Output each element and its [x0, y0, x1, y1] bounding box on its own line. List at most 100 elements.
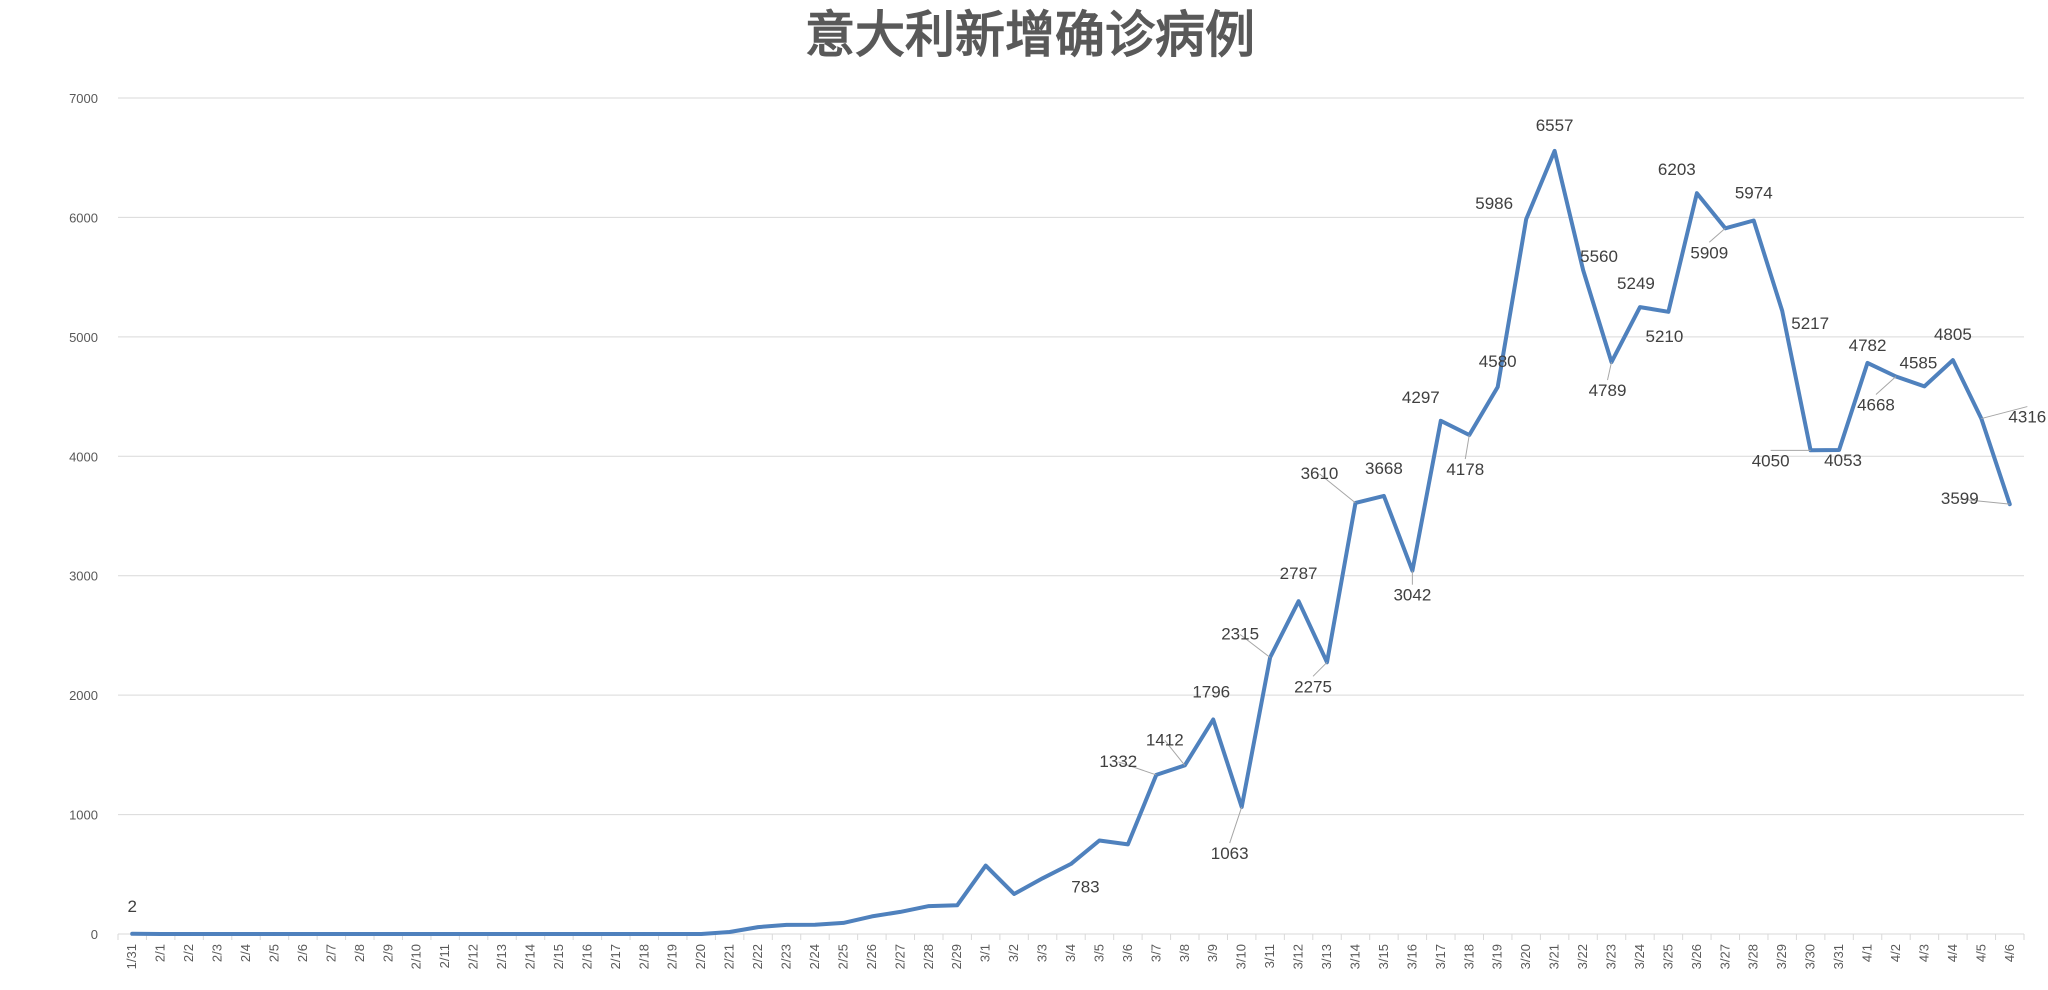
x-tick-label: 2/22 [750, 944, 765, 969]
data-point [870, 914, 874, 918]
x-tick-label: 2/4 [238, 944, 253, 962]
x-tick-label: 2/24 [807, 944, 822, 969]
data-label: 3599 [1941, 489, 1979, 508]
x-tick-label: 3/15 [1376, 944, 1391, 969]
y-tick-label: 4000 [69, 449, 98, 464]
data-label: 4297 [1402, 388, 1440, 407]
x-tick-label: 2/23 [779, 944, 794, 969]
x-tick-label: 3/28 [1746, 944, 1761, 969]
x-tick-label: 3/11 [1262, 944, 1277, 968]
label-leader-line [1708, 227, 1726, 243]
x-tick-label: 3/17 [1433, 944, 1448, 969]
x-tick-label: 2/18 [636, 944, 651, 969]
data-label: 5986 [1475, 194, 1513, 213]
x-tick-label: 3/22 [1575, 944, 1590, 969]
data-point [1126, 842, 1130, 846]
data-point [1837, 448, 1841, 452]
x-tick-label: 3/29 [1774, 944, 1789, 969]
label-leader-line [1118, 761, 1157, 776]
x-tick-label: 2/7 [323, 944, 338, 962]
x-tick-label: 2/11 [437, 944, 452, 968]
x-tick-label: 3/6 [1120, 944, 1135, 962]
x-tick-label: 4/4 [1945, 944, 1960, 962]
data-label: 1796 [1192, 683, 1230, 702]
data-label: 1412 [1146, 730, 1184, 749]
x-tick-label: 4/2 [1888, 944, 1903, 962]
data-point [500, 932, 504, 936]
y-tick-label: 1000 [69, 808, 98, 823]
data-point [1041, 876, 1045, 880]
data-point [728, 930, 732, 934]
data-point [984, 864, 988, 868]
data-label: 4668 [1857, 396, 1895, 415]
data-point [927, 904, 931, 908]
data-point [1439, 419, 1443, 423]
x-tick-label: 3/26 [1689, 944, 1704, 969]
label-leader-line [1959, 498, 2010, 505]
label-leader-line [1875, 376, 1897, 395]
data-point [1752, 219, 1756, 223]
data-point [557, 932, 561, 936]
chart-title: 意大利新增确诊病例 [805, 6, 1255, 64]
label-leader-line [1981, 406, 2028, 420]
data-point [756, 925, 760, 929]
x-tick-label: 2/19 [665, 944, 680, 969]
data-label: 5974 [1735, 184, 1773, 203]
data-point [1524, 217, 1528, 221]
data-label: 5210 [1645, 327, 1683, 346]
x-tick-label: 2/16 [579, 944, 594, 969]
data-label: 4805 [1934, 325, 1972, 344]
x-tick-label: 2/17 [608, 944, 623, 969]
y-tick-label: 7000 [69, 91, 98, 106]
x-tick-label: 3/20 [1518, 944, 1533, 969]
data-point [898, 910, 902, 914]
x-tick-label: 2/9 [380, 944, 395, 962]
label-leader-line [1229, 806, 1243, 844]
data-point [642, 932, 646, 936]
label-leader-line [1319, 473, 1356, 504]
x-tick-label: 4/5 [1973, 944, 1988, 962]
data-point [785, 923, 789, 927]
y-axis-ticks: 0 1000 2000 3000 4000 5000 6000 7000 [69, 91, 98, 942]
data-point [841, 921, 845, 925]
data-label: 4789 [1589, 381, 1627, 400]
data-label: 4053 [1824, 451, 1862, 470]
data-point [358, 932, 362, 936]
x-tick-label: 4/1 [1860, 944, 1875, 962]
data-label: 4580 [1479, 352, 1517, 371]
data-point [159, 932, 163, 936]
x-tick-label: 2/3 [210, 944, 225, 962]
data-point [244, 932, 248, 936]
x-tick-label: 2/8 [352, 944, 367, 962]
data-label: 4050 [1752, 451, 1790, 470]
data-point [329, 932, 333, 936]
x-tick-label: 2/10 [409, 944, 424, 969]
x-tick-label: 4/3 [1916, 944, 1931, 962]
data-point [955, 903, 959, 907]
label-leader-line [1164, 740, 1186, 766]
data-point [699, 932, 703, 936]
data-point [585, 932, 589, 936]
data-point [1922, 384, 1926, 388]
x-tick-label: 2/21 [722, 944, 737, 969]
data-point [187, 932, 191, 936]
label-leader-line [1239, 634, 1271, 658]
data-label: 5560 [1580, 247, 1618, 266]
data-point [528, 932, 532, 936]
x-tick-label: 2/29 [949, 944, 964, 969]
data-point [1069, 862, 1073, 866]
y-tick-label: 2000 [69, 688, 98, 703]
x-tick-label: 2/5 [266, 944, 281, 962]
data-label: 4782 [1849, 336, 1887, 355]
data-label: 5249 [1617, 274, 1655, 293]
x-tick-label: 3/18 [1461, 944, 1476, 969]
x-tick-label: 3/14 [1347, 944, 1362, 969]
data-point [443, 932, 447, 936]
series-line [130, 148, 2012, 936]
data-point [1695, 191, 1699, 195]
data-label: 4585 [1900, 353, 1938, 372]
label-leader-line [1312, 661, 1328, 677]
data-labels: 2 783 1332 1412 1796 1063 2315 2787 2275 3610 3668… [127, 116, 2046, 916]
x-tick-label: 3/27 [1717, 944, 1732, 969]
